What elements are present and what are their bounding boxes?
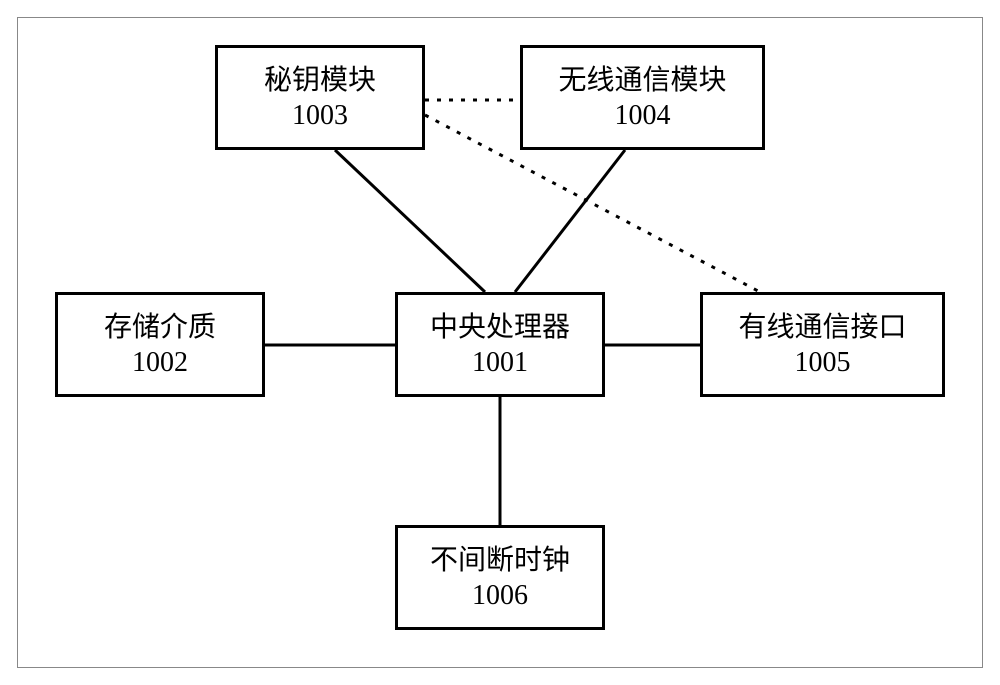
node-clock: 不间断时钟 1006 [395,525,605,630]
node-wireless: 无线通信模块 1004 [520,45,765,150]
node-wired-label: 有线通信接口 [738,310,906,345]
node-key-id: 1003 [292,98,348,133]
node-storage-id: 1002 [132,345,188,380]
node-storage-label: 存储介质 [104,310,216,345]
node-clock-id: 1006 [472,578,528,613]
node-key-label: 秘钥模块 [264,63,376,98]
node-wireless-label: 无线通信模块 [558,63,726,98]
node-cpu-id: 1001 [472,345,528,380]
node-clock-label: 不间断时钟 [430,543,570,578]
node-wireless-id: 1004 [615,98,671,133]
diagram-canvas: 中央处理器 1001 存储介质 1002 秘钥模块 1003 无线通信模块 10… [0,0,1000,685]
node-storage: 存储介质 1002 [55,292,265,397]
node-wired-id: 1005 [795,345,851,380]
node-cpu-label: 中央处理器 [430,310,570,345]
node-wired: 有线通信接口 1005 [700,292,945,397]
node-key: 秘钥模块 1003 [215,45,425,150]
node-cpu: 中央处理器 1001 [395,292,605,397]
